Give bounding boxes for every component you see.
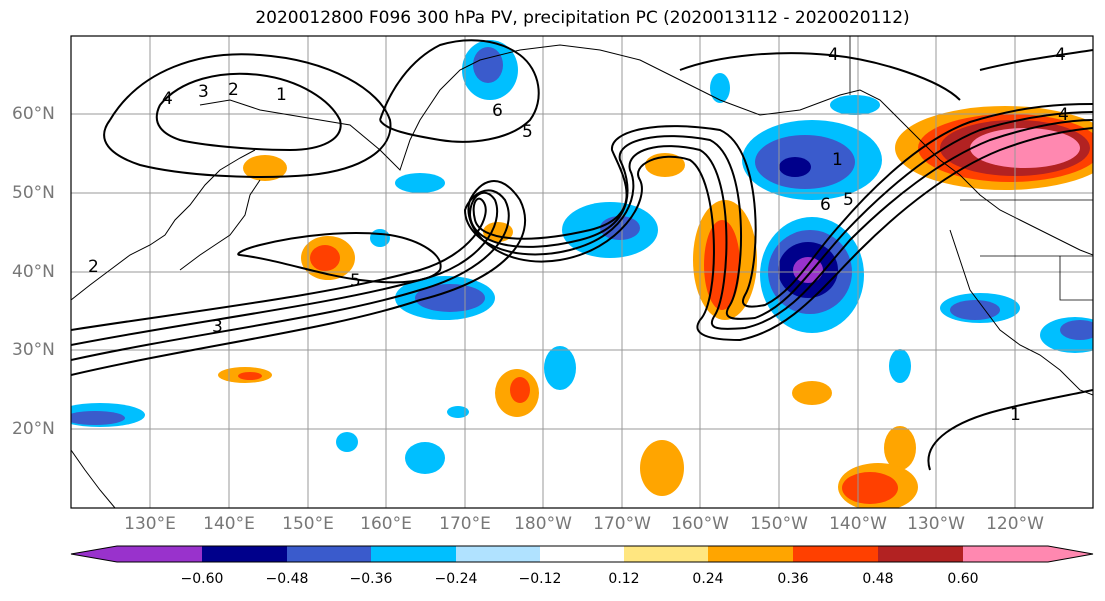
lon-label: 140°W xyxy=(829,514,887,534)
lon-label: 170°E xyxy=(439,514,491,534)
lon-label: 160°E xyxy=(360,514,412,534)
lon-label: 150°E xyxy=(282,514,334,534)
borders xyxy=(849,36,1093,301)
colorbar-tick-label: 0.12 xyxy=(608,571,640,587)
contour-label: 6 xyxy=(820,195,831,215)
colorbar-tick-label: −0.48 xyxy=(265,571,309,587)
contour-label: 2 xyxy=(228,80,239,100)
contour-label: 1 xyxy=(1010,405,1021,425)
contour-label: 3 xyxy=(198,82,209,102)
lon-label: 140°E xyxy=(203,514,255,534)
pv-contours xyxy=(71,39,1093,471)
contour-label: 4 xyxy=(1058,105,1069,125)
contour-label: 5 xyxy=(522,122,533,142)
contour-label: 1 xyxy=(276,85,287,105)
map-frame xyxy=(70,35,1094,509)
contour-label: 5 xyxy=(350,271,361,291)
contour-label: 6 xyxy=(492,101,503,121)
colorbar-tick-label: 0.48 xyxy=(862,571,894,587)
lat-label: 50°N xyxy=(12,183,55,203)
lat-label: 60°N xyxy=(12,104,55,124)
lon-label: 130°W xyxy=(907,514,965,534)
contour-labels: 4 3 2 1 5 3 2 5 6 4 4 4 1 6 5 1 xyxy=(88,45,1069,425)
lat-label: 40°N xyxy=(12,262,55,282)
precipitation-shading xyxy=(71,40,1093,508)
lat-label: 30°N xyxy=(12,340,55,360)
lon-label: 180°W xyxy=(514,514,572,534)
map-title: 2020012800 F096 300 hPa PV, precipitatio… xyxy=(255,8,910,28)
lon-label: 160°W xyxy=(671,514,729,534)
colorbar xyxy=(70,545,1094,563)
lon-label: 120°W xyxy=(986,514,1044,534)
lon-label: 150°W xyxy=(750,514,808,534)
contour-label: 4 xyxy=(1055,45,1066,65)
colorbar-tick-label: −0.60 xyxy=(180,571,224,587)
colorbar-tick-label: 0.36 xyxy=(777,571,809,587)
colorbar-tick-label: 0.60 xyxy=(947,571,979,587)
colorbar-tick-label: −0.12 xyxy=(518,571,562,587)
lon-label: 130°E xyxy=(124,514,176,534)
lat-label: 20°N xyxy=(12,419,55,439)
colorbar-tick-label: 0.24 xyxy=(692,571,724,587)
contour-label: 3 xyxy=(212,317,223,337)
colorbar-tick-label: −0.36 xyxy=(349,571,393,587)
lon-label: 170°W xyxy=(593,514,651,534)
graticule xyxy=(71,36,1093,508)
colorbar-tick-label: −0.24 xyxy=(434,571,478,587)
contour-label: 5 xyxy=(843,190,854,210)
contour-label: 4 xyxy=(828,45,839,65)
contour-label: 2 xyxy=(88,257,99,277)
contour-label: 4 xyxy=(162,89,173,109)
contour-label: 1 xyxy=(832,150,843,170)
